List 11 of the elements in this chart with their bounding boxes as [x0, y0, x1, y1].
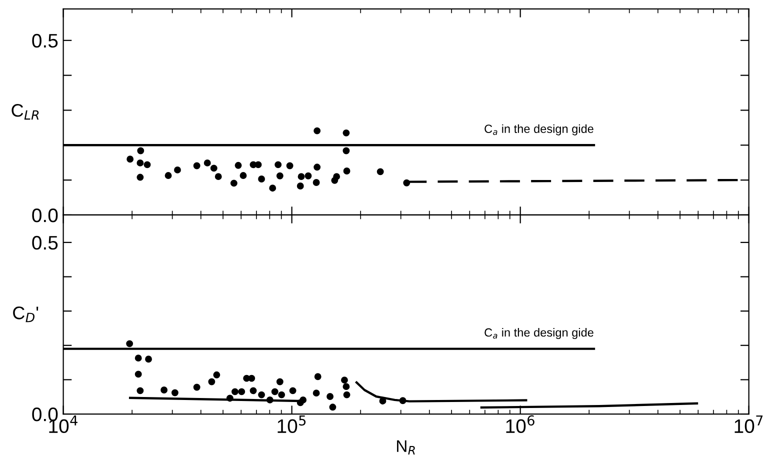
- x-tick-label: 10$^{7}$: [734, 415, 763, 434]
- x-tick-label: 10$^{6}$: [506, 415, 534, 434]
- y-axis-title: C$_{D}$': [13, 306, 38, 322]
- x-axis-title: N$_{R}$: [397, 440, 415, 455]
- y-tick-label: 0.5: [32, 236, 58, 250]
- series-label: C$_{a}$ in the design gide: [484, 124, 594, 136]
- x-tick-label: 10$^{5}$: [278, 415, 306, 434]
- y-tick-label: 0.5: [32, 34, 58, 48]
- y-axis-title: C$_{LR}$: [12, 104, 39, 120]
- series-label: C$_{a}$ in the design gide: [484, 328, 594, 339]
- y-tick-label: 0.0: [32, 208, 58, 222]
